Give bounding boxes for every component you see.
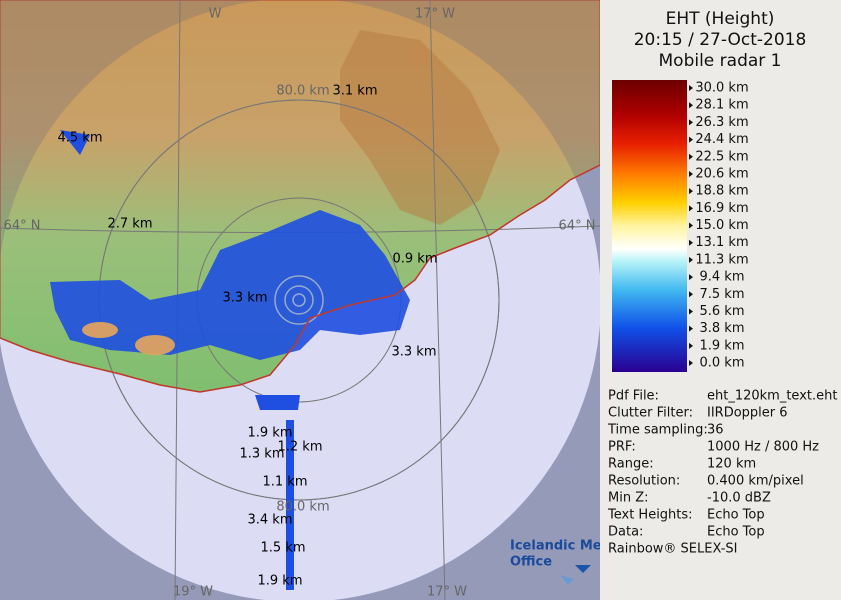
map-label: 3.4 km [248,513,293,528]
legend-tick [689,85,693,91]
info-value: -10.0 dBZ [707,491,771,506]
info-key: Min Z: [608,491,649,506]
map: W 17° W 80.0 km 3.1 km 4.5 km 64° N 2.7 km 64° … [0,0,608,600]
legend-label: 18.8 km [695,184,748,199]
legend-tick [689,239,693,246]
logo-text: Icelandic Met [510,539,608,554]
legend-label: 9.4 km [700,270,745,285]
map-label: 80.0 km [276,500,329,515]
info-value: 120 km [707,457,756,472]
legend-label: 16.9 km [695,201,748,216]
map-label: 3.1 km [333,84,378,99]
info-value: 0.400 km/pixel [707,474,804,489]
map-label: 3.3 km [223,291,268,306]
legend-label: 22.5 km [695,149,748,164]
legend-label: 24.4 km [695,132,748,147]
map-label: 19° W [173,585,213,600]
header-line: EHT (Height) [666,9,775,29]
logo-text: Office [510,555,552,570]
legend-tick [689,102,693,109]
legend-tick [689,205,693,212]
legend-label: 11.3 km [695,252,748,267]
info-key: Pdf File: [608,389,659,404]
legend-label: 3.8 km [700,321,745,336]
legend-tick [689,119,693,126]
legend-label: 1.9 km [700,338,745,353]
map-label: 17° W [427,585,467,600]
map-label: W [209,7,222,22]
map-label: 3.3 km [392,345,437,360]
legend-tick [689,136,693,143]
legend-tick [689,188,693,195]
legend-tick [689,342,693,349]
info-value: Echo Top [707,508,765,523]
map-label: 80.0 km [276,84,329,99]
legend-tick [689,222,693,229]
legend-label: 26.3 km [695,115,748,130]
legend-label: 7.5 km [700,287,745,302]
map-label: 1.2 km [278,440,323,455]
info-value: 1000 Hz / 800 Hz [707,440,819,455]
map-label: 17° W [415,7,455,22]
info-key: Time sampling: [607,423,708,438]
legend-label: 0.0 km [700,356,745,371]
legend-tick [689,291,693,298]
header-line: 20:15 / 27-Oct-2018 [634,30,807,50]
legend-label: 5.6 km [700,304,745,319]
info-value: 36 [707,423,724,438]
map-label: 1.1 km [263,475,308,490]
info-key: PRF: [608,440,636,455]
legend-tick [689,308,693,315]
color-scale [612,80,687,372]
info-key: Text Heights: [607,508,693,523]
legend-tick [689,274,693,281]
info-value: IIRDoppler 6 [707,406,788,421]
map-label: 64° N [559,219,596,234]
info-key: Resolution: [608,474,680,489]
info-key: Range: [608,457,654,472]
map-label: 4.5 km [58,131,103,146]
info-value: eht_120km_text.eht [707,389,837,404]
legend-tick [689,170,693,177]
info-key: Clutter Filter: [608,406,693,421]
legend-label: 30.0 km [695,81,748,96]
legend-label: 15.0 km [695,218,748,233]
radar-echoes [50,130,410,590]
legend-label: 13.1 km [695,235,748,250]
footer: Rainbow® SELEX-SI [608,542,738,557]
info-key: Data: [608,525,643,540]
legend-tick [689,360,693,366]
legend-label: 20.6 km [695,166,748,181]
header-line: Mobile radar 1 [659,51,782,71]
legend-tick [689,325,693,332]
legend-tick [689,256,693,263]
legend-tick [689,153,693,160]
map-label: 2.7 km [108,217,153,232]
map-label: 1.3 km [240,447,285,462]
map-label: 64° N [4,219,41,234]
map-label: 1.9 km [248,426,293,441]
info-value: Echo Top [707,525,765,540]
map-label: 1.5 km [261,541,306,556]
legend-label: 28.1 km [695,98,748,113]
map-label: 0.9 km [393,252,438,267]
map-label: 1.9 km [258,574,303,589]
